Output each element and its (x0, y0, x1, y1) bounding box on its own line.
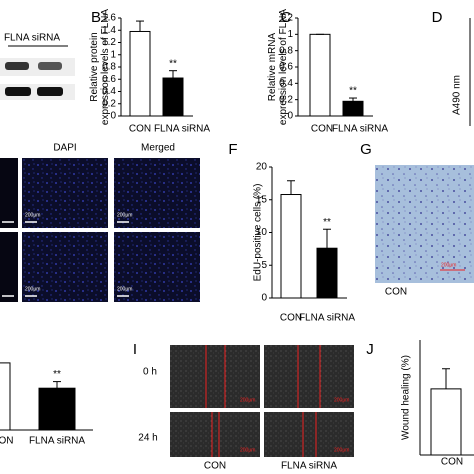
x-tick-label: FLNA siRNA (332, 124, 388, 135)
image (0, 232, 18, 302)
band (38, 62, 62, 70)
bar (309, 33, 331, 117)
scale-bar-label: 200μm (117, 212, 132, 218)
bar (342, 100, 364, 117)
x-tick-label: FLNA siRNA (154, 124, 210, 135)
column-header: DAPI (53, 143, 76, 154)
bar (162, 77, 184, 117)
significance: ** (323, 217, 331, 228)
panel-label: F (228, 141, 237, 158)
panel-label: G (360, 141, 372, 158)
x-tick-label: CON (441, 457, 463, 468)
significance: ** (169, 58, 177, 69)
panel-label: J (366, 341, 374, 358)
y-tick-label: 5 (261, 260, 267, 271)
bar (280, 194, 302, 299)
bar (0, 362, 11, 431)
y-tick-label: 1.2 (102, 37, 116, 48)
image (375, 165, 474, 283)
wound-images: 200μm 200μm 200μm 200μm (170, 345, 354, 457)
y-tick-label: 0.2 (102, 98, 116, 109)
y-tick-label: 0.2 (279, 94, 293, 105)
y-axis-title: expression levels of FLNA (278, 9, 289, 125)
x-tick-label: CON (280, 313, 302, 324)
scale-bar-label: 200μm (334, 447, 349, 453)
image (22, 232, 108, 302)
row-label: 24 h (138, 433, 157, 444)
x-tick-label: FLNA siRNA (299, 313, 355, 324)
micrographs: 200μm 200μm 200μm 200μm (0, 158, 200, 302)
y-tick-label: 1.2 (279, 13, 293, 24)
scale-bar-label: 200μm (117, 286, 132, 292)
y-tick-label: 0 (110, 111, 116, 122)
column-label: FLNA siRNA (281, 461, 337, 472)
bar (129, 30, 151, 117)
y-tick-label: 0.6 (279, 62, 293, 73)
band (37, 87, 63, 96)
y-tick-label: 20 (256, 162, 268, 173)
panel-label: I (133, 341, 137, 358)
scale-bar-label: 200μm (334, 397, 349, 403)
y-axis-title: expression levels of FLNA (100, 9, 111, 125)
x-tick-label: ON (0, 436, 14, 447)
y-tick-label: 1 (287, 29, 293, 40)
y-tick-label: 0.8 (279, 45, 293, 56)
panel-label: B (91, 9, 101, 26)
significance: ** (349, 86, 357, 97)
y-tick-label: 15 (256, 194, 268, 205)
scale-bar-label: 200μm (441, 262, 456, 268)
y-tick-label: 0.4 (279, 78, 293, 89)
band (5, 87, 31, 96)
image (114, 232, 200, 302)
axis-title: A490 nm (452, 75, 463, 115)
x-tick-label: CON (129, 124, 151, 135)
y-tick-label: 0 (287, 111, 293, 122)
image (0, 158, 18, 228)
x-tick-label: CON (311, 124, 333, 135)
blot-label: FLNA siRNA (4, 33, 60, 44)
bar (38, 387, 76, 431)
y-axis-title: Relative mRNA (267, 33, 278, 102)
panel-label: D (432, 9, 443, 26)
western-blot: FLNA siRNA (0, 33, 75, 100)
y-tick-label: 0.4 (102, 86, 116, 97)
column-label: CON (204, 461, 226, 472)
y-tick-label: 1.6 (102, 13, 116, 24)
significance: ** (53, 369, 61, 380)
bar (430, 388, 462, 456)
scale-bar-label: 200μm (25, 212, 40, 218)
scale-bar-label: 200μm (25, 286, 40, 292)
panel-label: C (281, 9, 292, 26)
x-tick-label: FLNA siRNA (29, 436, 85, 447)
scale-bar-label: 200μm (240, 397, 255, 403)
row-label: 0 h (143, 367, 157, 378)
y-tick-label: 0 (261, 293, 267, 304)
scale-bar-label: 200μm (240, 447, 255, 453)
y-axis-title: Relative protein (89, 32, 100, 101)
y-tick-label: 1 (110, 49, 116, 60)
band (5, 62, 29, 70)
column-header: Merged (141, 143, 175, 154)
y-axis-title: Wound healing (%) (401, 355, 412, 440)
y-tick-label: 10 (256, 227, 268, 238)
image (22, 158, 108, 228)
bar (316, 247, 338, 299)
y-tick-label: 1.4 (102, 25, 116, 36)
caption: CON (385, 287, 407, 298)
y-tick-label: 0.6 (102, 74, 116, 85)
y-axis-title: EdU-positive cells (%) (253, 184, 264, 282)
y-tick-label: 0.8 (102, 62, 116, 73)
image (114, 158, 200, 228)
